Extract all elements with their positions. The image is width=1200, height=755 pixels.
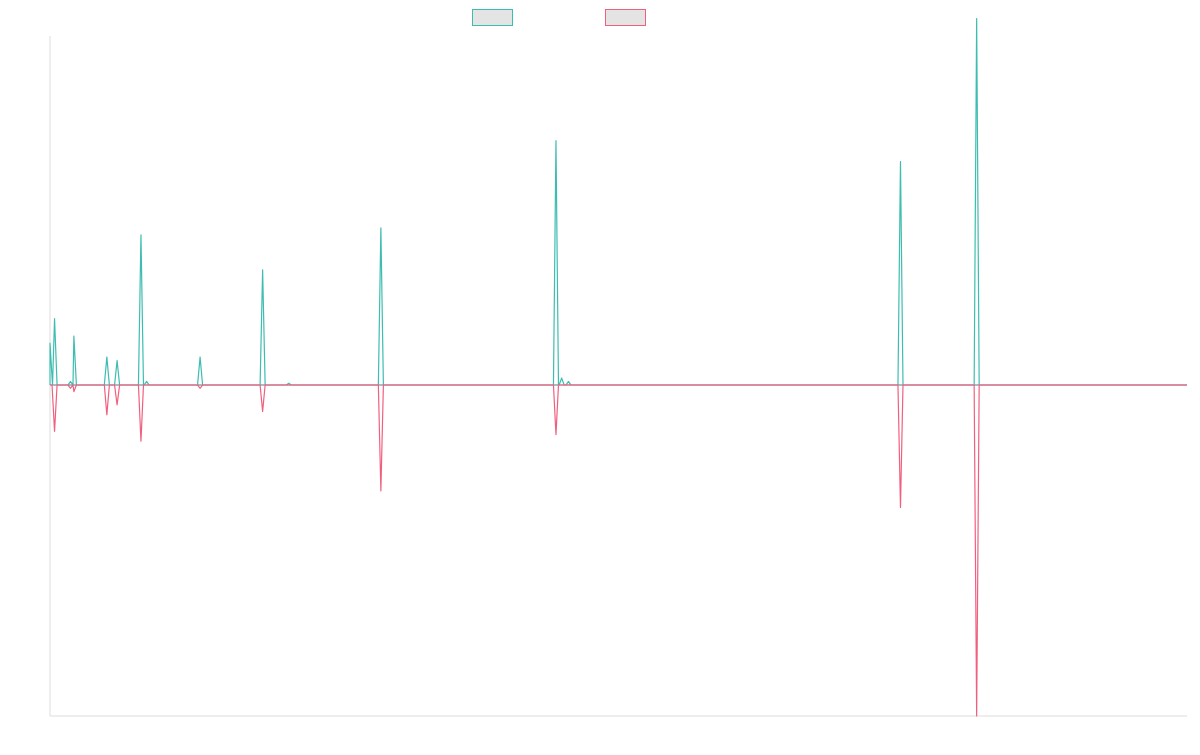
legend-swatch-2 xyxy=(606,10,646,26)
series-line-2 xyxy=(50,385,1187,716)
axes xyxy=(50,36,1187,716)
legend xyxy=(473,10,646,26)
series-group xyxy=(50,19,1187,716)
legend-swatch-1 xyxy=(473,10,513,26)
series-line-1 xyxy=(50,19,1187,385)
